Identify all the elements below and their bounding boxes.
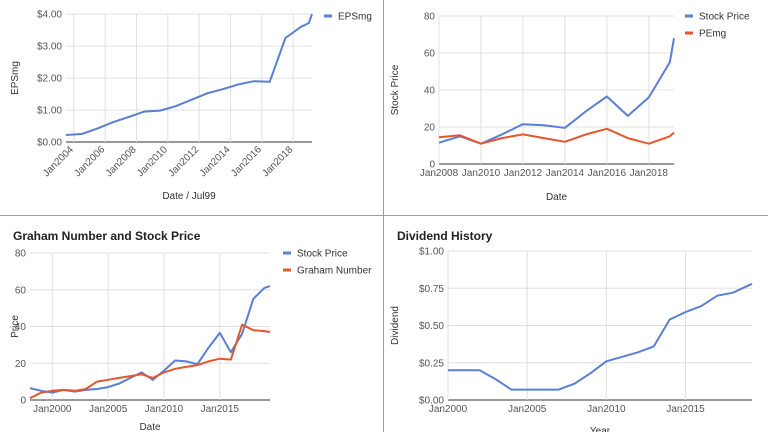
x-tick-label: Jan2010 <box>145 404 184 415</box>
x-axis-title: Date / Jul99 <box>162 191 216 202</box>
y-tick-label: 60 <box>424 49 436 60</box>
x-tick-label: Jan2016 <box>588 168 627 179</box>
eps-chart: $0.00$1.00$2.00$3.00$4.00Jan2004Jan2006J… <box>10 10 372 203</box>
y-tick-label: $4.00 <box>37 10 62 21</box>
y-tick-label: $1.00 <box>37 106 62 117</box>
x-tick-label: Jan2008 <box>104 144 139 179</box>
x-tick-label: Jan2015 <box>666 404 705 415</box>
series-line <box>448 282 753 391</box>
legend-label: EPSmg <box>338 12 372 23</box>
x-tick-label: Jan2000 <box>429 404 468 415</box>
y-tick-label: 20 <box>424 123 436 134</box>
legend-label: Stock Price <box>699 12 750 23</box>
y-tick-label: 60 <box>15 285 27 296</box>
x-tick-label: Jan2004 <box>41 144 76 179</box>
x-tick-label: Jan2012 <box>166 144 201 179</box>
y-axis-title: EPSmg <box>10 61 21 95</box>
x-tick-label: Jan2010 <box>135 144 170 179</box>
series-line <box>65 13 313 136</box>
legend-label: Stock Price <box>297 249 348 260</box>
series-line <box>438 127 675 145</box>
eps-chart-panel: $0.00 $1.00 $2.00 $3.00 $4.00 Jan2004 Jan2006 J… <box>0 0 382 214</box>
y-tick-label: $0.00 <box>37 138 62 149</box>
stock-price-chart-panel: 0 20 40 60 80 Jan2008 Jan2010 Jan2012 Jan2014 Jan… <box>384 0 768 214</box>
x-tick-label: Jan2005 <box>89 404 128 415</box>
y-tick-label: 80 <box>15 249 27 260</box>
x-tick-label: Jan2018 <box>630 168 669 179</box>
series-line <box>438 38 675 145</box>
graham-chart: 0 20 40 60 80 Jan2000 Jan2005 Jan2010 Jan2015 Sto… <box>10 249 372 432</box>
y-tick-label: $0.50 <box>419 321 444 332</box>
x-tick-label: Jan2000 <box>33 404 72 415</box>
legend-label: PEmg <box>699 29 726 40</box>
y-axis-title: Dividend <box>390 306 401 345</box>
panel-divider-vertical <box>383 0 384 432</box>
dividend-chart-title: Dividend History <box>397 229 493 243</box>
y-tick-label: $3.00 <box>37 42 62 53</box>
dividend-chart-panel: Dividend History $0.00 $0.25 $0.50 $0.75 $1.… <box>384 216 768 432</box>
y-tick-label: 40 <box>15 322 27 333</box>
graham-chart-panel: Graham Number and Stock Price 0 20 40 60 80 J… <box>0 216 382 432</box>
x-tick-label: Jan2005 <box>508 404 547 415</box>
dividend-chart: $0.00 $0.25 $0.50 $0.75 $1.00 Jan2000 Jan2005 J… <box>390 247 753 432</box>
x-tick-label: Jan2015 <box>201 404 240 415</box>
x-tick-label: Jan2016 <box>229 144 264 179</box>
y-tick-label: 80 <box>424 12 436 23</box>
y-tick-label: 20 <box>15 359 27 370</box>
series-line <box>29 323 271 400</box>
x-tick-label: Jan2014 <box>546 168 585 179</box>
panel-divider-horizontal <box>0 215 768 216</box>
x-tick-label: Jan2014 <box>198 144 233 179</box>
y-axis-title: Price <box>10 315 21 338</box>
y-tick-label: 0 <box>429 160 435 171</box>
x-axis-title: Date <box>139 422 161 432</box>
y-tick-label: 0 <box>20 396 26 407</box>
x-tick-label: Jan2018 <box>260 144 295 179</box>
x-axis-title: Year <box>590 426 611 432</box>
graham-chart-title: Graham Number and Stock Price <box>13 229 201 243</box>
y-tick-label: $1.00 <box>419 247 444 258</box>
x-tick-label: Jan2006 <box>72 144 107 179</box>
legend-label: Graham Number <box>297 266 372 277</box>
y-tick-label: $0.25 <box>419 358 444 369</box>
x-tick-label: Jan2012 <box>504 168 543 179</box>
y-tick-label: $0.75 <box>419 284 444 295</box>
y-tick-label: $2.00 <box>37 74 62 85</box>
y-tick-label: 40 <box>424 86 436 97</box>
x-tick-label: Jan2010 <box>462 168 501 179</box>
x-tick-label: Jan2010 <box>587 404 626 415</box>
y-tick-label: $0.00 <box>419 396 444 407</box>
y-axis-title: Stock Price <box>390 64 401 115</box>
x-axis-title: Date <box>546 192 568 203</box>
x-tick-label: Jan2008 <box>420 168 459 179</box>
